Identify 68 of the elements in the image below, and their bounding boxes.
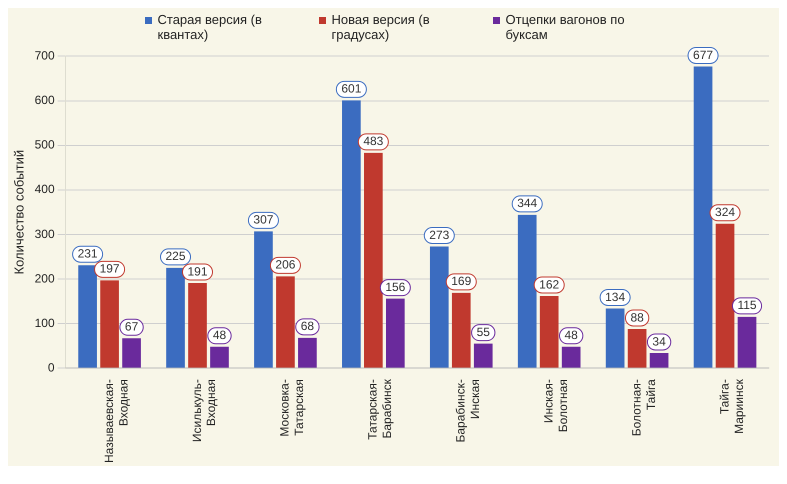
data-label: 34	[652, 334, 666, 348]
bar	[78, 265, 97, 368]
bar	[694, 66, 712, 368]
data-label: 197	[100, 262, 120, 276]
bar	[100, 280, 119, 368]
y-tick-label: 200	[34, 271, 55, 286]
legend-label: Новая версия (в градусах)	[332, 12, 431, 42]
bar	[606, 308, 624, 368]
data-label: 48	[564, 328, 578, 342]
data-label: 191	[187, 264, 208, 278]
y-axis-title: Количество событий	[11, 150, 26, 274]
bar	[298, 338, 317, 368]
bar	[628, 328, 646, 368]
x-tick-label: Исилькуль-Входная	[190, 379, 218, 442]
data-label: 225	[166, 249, 186, 264]
bar	[276, 276, 295, 368]
bar	[210, 346, 229, 368]
data-label: 162	[539, 277, 560, 292]
legend-label: Старая версия (в квантах)	[158, 12, 263, 42]
bar	[386, 298, 405, 368]
bar	[342, 100, 361, 368]
data-label: 55	[476, 324, 490, 339]
data-label: 169	[451, 274, 472, 288]
bar	[474, 344, 493, 368]
y-tick-label: 600	[34, 93, 55, 108]
data-label: 115	[737, 298, 757, 312]
bar	[650, 353, 668, 368]
x-tick-label: Называевская-Входная	[102, 379, 130, 463]
y-tick-label: 300	[34, 226, 55, 241]
y-tick-label: 500	[34, 138, 55, 152]
bar	[430, 246, 449, 368]
x-tick-label: Болотная-Тайга	[629, 378, 658, 436]
bar	[716, 224, 734, 368]
bar	[364, 152, 383, 368]
data-label: 48	[212, 328, 226, 342]
x-tick-label: Татарская-Барабинск	[366, 378, 394, 440]
bar	[254, 231, 273, 368]
bar	[452, 292, 471, 368]
bar	[738, 316, 756, 368]
data-label: 68	[300, 319, 314, 334]
data-label: 677	[693, 48, 714, 62]
data-label: 134	[605, 290, 626, 304]
bar	[166, 268, 185, 368]
bar	[518, 214, 537, 368]
data-label: 344	[517, 196, 538, 210]
y-tick-label: 700	[34, 48, 55, 63]
legend-label: Отцепки вагонов по буксам	[506, 12, 626, 42]
y-tick-label: 100	[34, 316, 55, 330]
data-label: 88	[630, 310, 644, 324]
data-label: 307	[253, 212, 274, 227]
x-tick-label: Барабинск-Инская	[454, 379, 482, 443]
bar	[540, 296, 559, 368]
bar	[562, 346, 581, 368]
data-label: 483	[363, 134, 384, 148]
y-tick-label: 400	[34, 182, 55, 196]
x-tick-label: Инская-Болотная	[542, 379, 570, 432]
bar	[122, 338, 141, 368]
x-tick-label: Тайга-Мариинск	[717, 378, 746, 434]
data-label: 206	[275, 258, 296, 272]
y-tick-label: 0	[48, 360, 55, 374]
bar	[188, 283, 207, 368]
data-label: 67	[124, 320, 139, 334]
data-label: 231	[78, 246, 98, 261]
data-label: 156	[385, 280, 406, 294]
data-label: 273	[429, 228, 450, 242]
data-label: 324	[715, 205, 736, 220]
x-tick-label: Московка-Татарская	[278, 379, 306, 437]
data-label: 601	[341, 82, 362, 96]
